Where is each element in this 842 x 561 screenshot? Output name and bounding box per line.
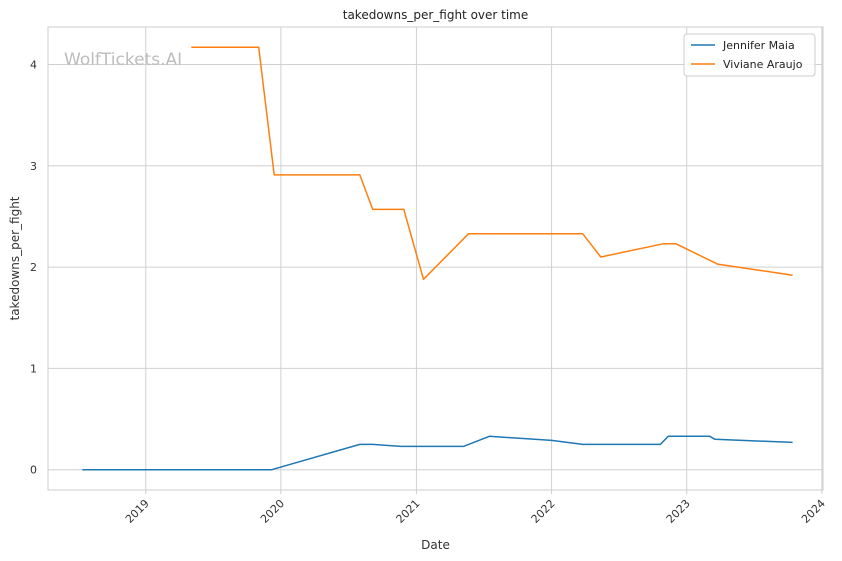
y-tick-label: 0	[30, 464, 37, 477]
x-tick-label: 2024	[799, 497, 828, 526]
y-tick-label: 2	[30, 261, 37, 274]
series-line-1	[191, 46, 793, 281]
x-tick-label: 2019	[123, 497, 152, 526]
legend-label: Viviane Araujo	[723, 58, 803, 71]
x-tick-label: 2023	[664, 497, 693, 526]
y-tick-label: 1	[30, 362, 37, 375]
chart-title: takedowns_per_fight over time	[343, 8, 529, 22]
y-tick-label: 3	[30, 160, 37, 173]
x-axis-title: Date	[421, 538, 450, 552]
y-tick-label: 4	[30, 58, 37, 71]
x-tick-label: 2021	[394, 497, 423, 526]
legend: Jennifer Maia Viviane Araujo	[683, 33, 816, 77]
x-tick-label: 2022	[529, 497, 558, 526]
x-tick-label: 2020	[258, 497, 287, 526]
plot-area	[48, 27, 823, 490]
axis-spines	[47, 26, 824, 491]
plot-border	[47, 26, 824, 491]
watermark: WolfTickets.AI	[64, 50, 182, 70]
legend-label: Jennifer Maia	[722, 39, 795, 52]
series-line-0	[82, 435, 793, 471]
y-axis-title: takedowns_per_fight	[8, 196, 22, 320]
series-layer	[82, 46, 793, 471]
legend-box	[683, 33, 816, 77]
